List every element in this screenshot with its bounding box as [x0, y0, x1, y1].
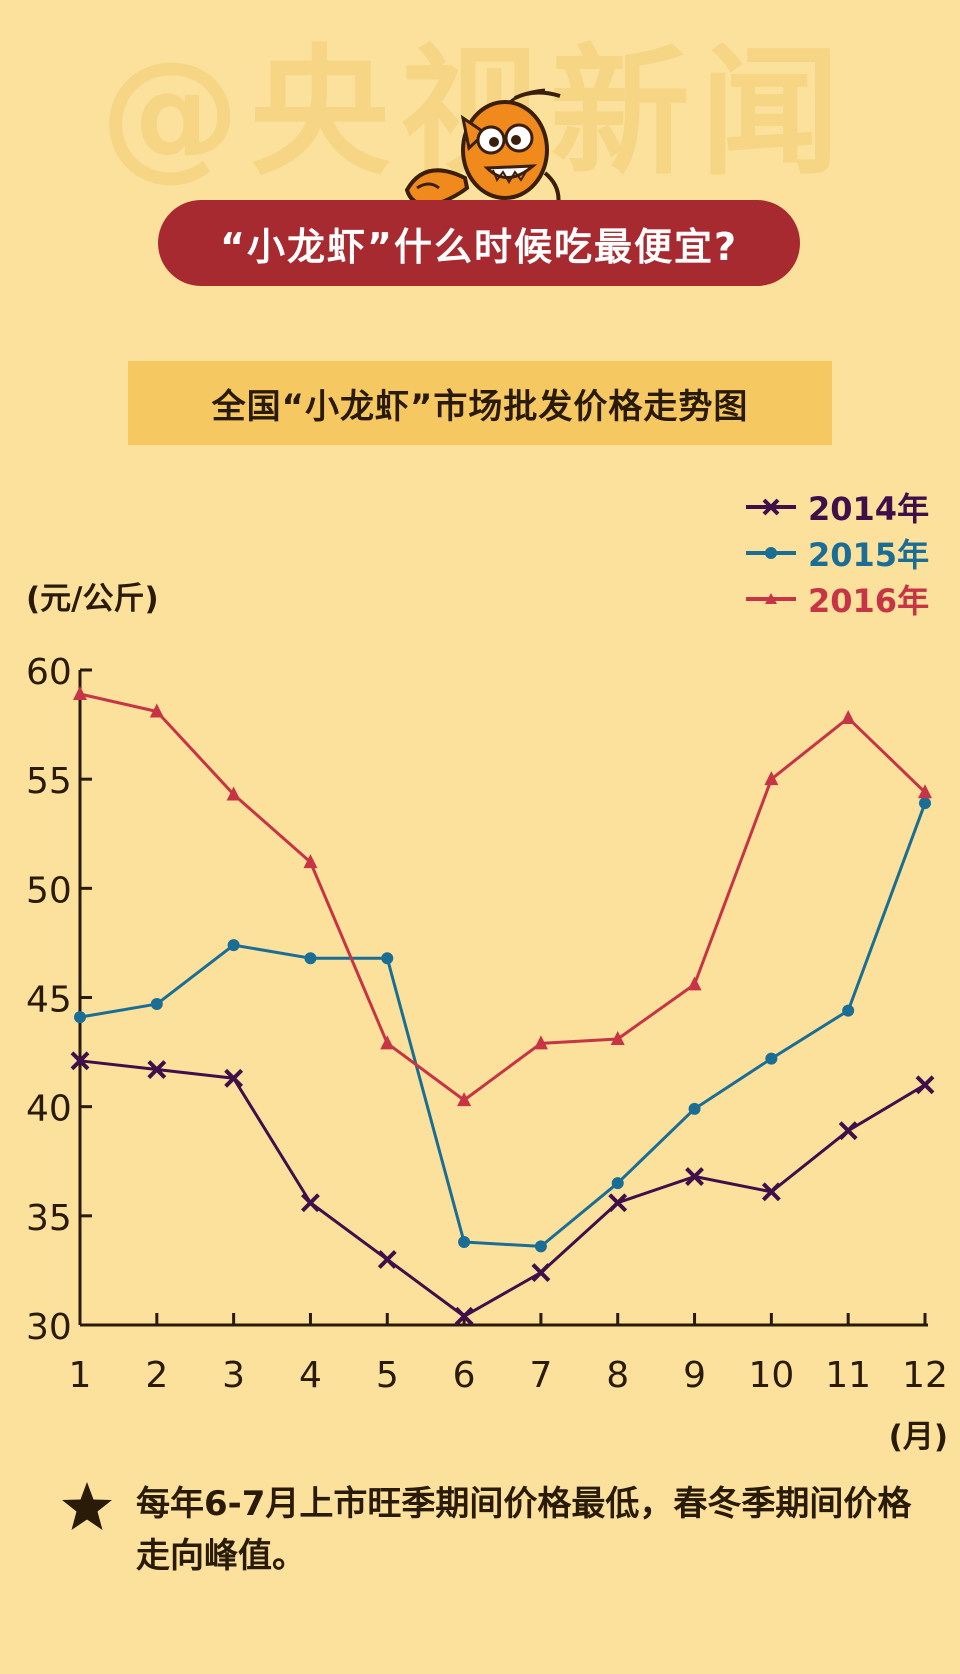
legend-label-2016: 2016年 — [808, 582, 930, 620]
data-point-2014年-5 — [377, 1250, 397, 1269]
data-point-2016年-11 — [841, 710, 856, 725]
x-tick-label: 12 — [902, 1355, 948, 1396]
data-point-2015年-2 — [150, 998, 163, 1011]
footnote-text: 每年6-7月上市旺季期间价格最低，春冬季期间价格走向峰值。 — [136, 1484, 912, 1576]
data-point-2016年-2 — [149, 703, 164, 718]
star-icon — [62, 1482, 112, 1530]
data-point-2014年-10 — [761, 1182, 781, 1202]
data-point-2015年-1 — [74, 1011, 86, 1024]
legend-label-2014: 2014年 — [808, 490, 930, 528]
chart-legend: 2014年 2015年 2016年 — [744, 484, 929, 622]
data-point-2016年-6 — [457, 1092, 472, 1107]
legend-item-2014: 2014年 — [744, 484, 929, 530]
y-tick-label: 40 — [26, 1089, 72, 1130]
x-axis-unit-label: (月) — [889, 1419, 948, 1455]
x-tick-label: 10 — [748, 1355, 794, 1396]
data-point-2014年-7 — [531, 1263, 551, 1283]
x-tick-label: 9 — [683, 1355, 706, 1396]
y-axis-unit-label: (元/公斤) — [26, 581, 159, 617]
data-point-2014年-8 — [608, 1193, 628, 1213]
data-point-2014年-4 — [301, 1193, 320, 1213]
data-point-2014年-1 — [70, 1051, 90, 1071]
y-tick-label: 35 — [26, 1198, 72, 1239]
y-tick-label: 50 — [26, 870, 72, 911]
data-point-2015年-7 — [534, 1240, 547, 1253]
x-tick-label: 3 — [222, 1355, 245, 1396]
x-tick-label: 11 — [825, 1355, 871, 1396]
data-point-2015年-10 — [765, 1052, 778, 1065]
data-point-2015年-9 — [688, 1102, 701, 1115]
data-point-2014年-6 — [454, 1306, 474, 1326]
y-tick-label: 45 — [26, 980, 72, 1021]
x-tick-label: 2 — [145, 1355, 168, 1396]
data-point-2016年-10 — [764, 771, 779, 786]
legend-label-2015: 2015年 — [808, 536, 930, 574]
data-point-2015年-6 — [458, 1236, 471, 1249]
title-banner: “小龙虾”什么时候吃最便宜? — [158, 200, 800, 286]
data-point-2015年-11 — [842, 1004, 855, 1017]
data-point-2015年-4 — [304, 952, 317, 965]
crayfish-mascot-icon — [404, 88, 561, 211]
footnote: 每年6-7月上市旺季期间价格最低，春冬季期间价格走向峰值。 — [60, 1478, 920, 1582]
series-line-2016年 — [79, 692, 927, 1102]
data-point-2014年-12 — [915, 1075, 935, 1095]
x-tick-label: 4 — [299, 1355, 322, 1396]
data-point-2014年-11 — [838, 1121, 858, 1141]
x-tick-label: 5 — [376, 1355, 399, 1396]
x-tick-label: 1 — [69, 1355, 92, 1396]
data-point-2016年-12 — [918, 784, 932, 799]
data-point-2015年-8 — [611, 1177, 624, 1190]
data-point-2014年-2 — [147, 1060, 167, 1079]
series-line-2014年 — [79, 1059, 926, 1318]
data-point-2016年-1 — [73, 686, 87, 701]
data-point-2016年-5 — [380, 1035, 395, 1050]
legend-item-2016: 2016年 — [744, 576, 929, 622]
legend-swatch-2014 — [746, 498, 796, 516]
y-tick-label: 60 — [26, 652, 72, 693]
data-point-2014年-9 — [685, 1167, 704, 1186]
data-point-2016年-9 — [687, 976, 702, 991]
y-tick-label: 30 — [26, 1307, 72, 1348]
x-tick-label: 7 — [529, 1355, 552, 1396]
data-point-2016年-4 — [303, 854, 318, 869]
data-point-2015年-5 — [381, 952, 394, 965]
series-line-2015年 — [79, 802, 927, 1248]
y-tick-label: 55 — [26, 761, 72, 802]
legend-item-2015: 2015年 — [744, 530, 929, 576]
data-point-2014年-3 — [224, 1068, 244, 1088]
data-point-2016年-7 — [533, 1035, 548, 1050]
data-point-2016年-8 — [610, 1030, 625, 1045]
x-tick-label: 8 — [606, 1355, 629, 1396]
legend-swatch-2016 — [746, 593, 796, 604]
chart-subtitle: 全国“小龙虾”市场批发价格走势图 — [128, 361, 832, 445]
x-tick-label: 6 — [453, 1355, 476, 1396]
legend-swatch-2015 — [746, 547, 796, 559]
data-point-2015年-3 — [227, 939, 240, 952]
data-point-2016年-3 — [226, 786, 241, 801]
data-point-2015年-12 — [919, 797, 931, 810]
